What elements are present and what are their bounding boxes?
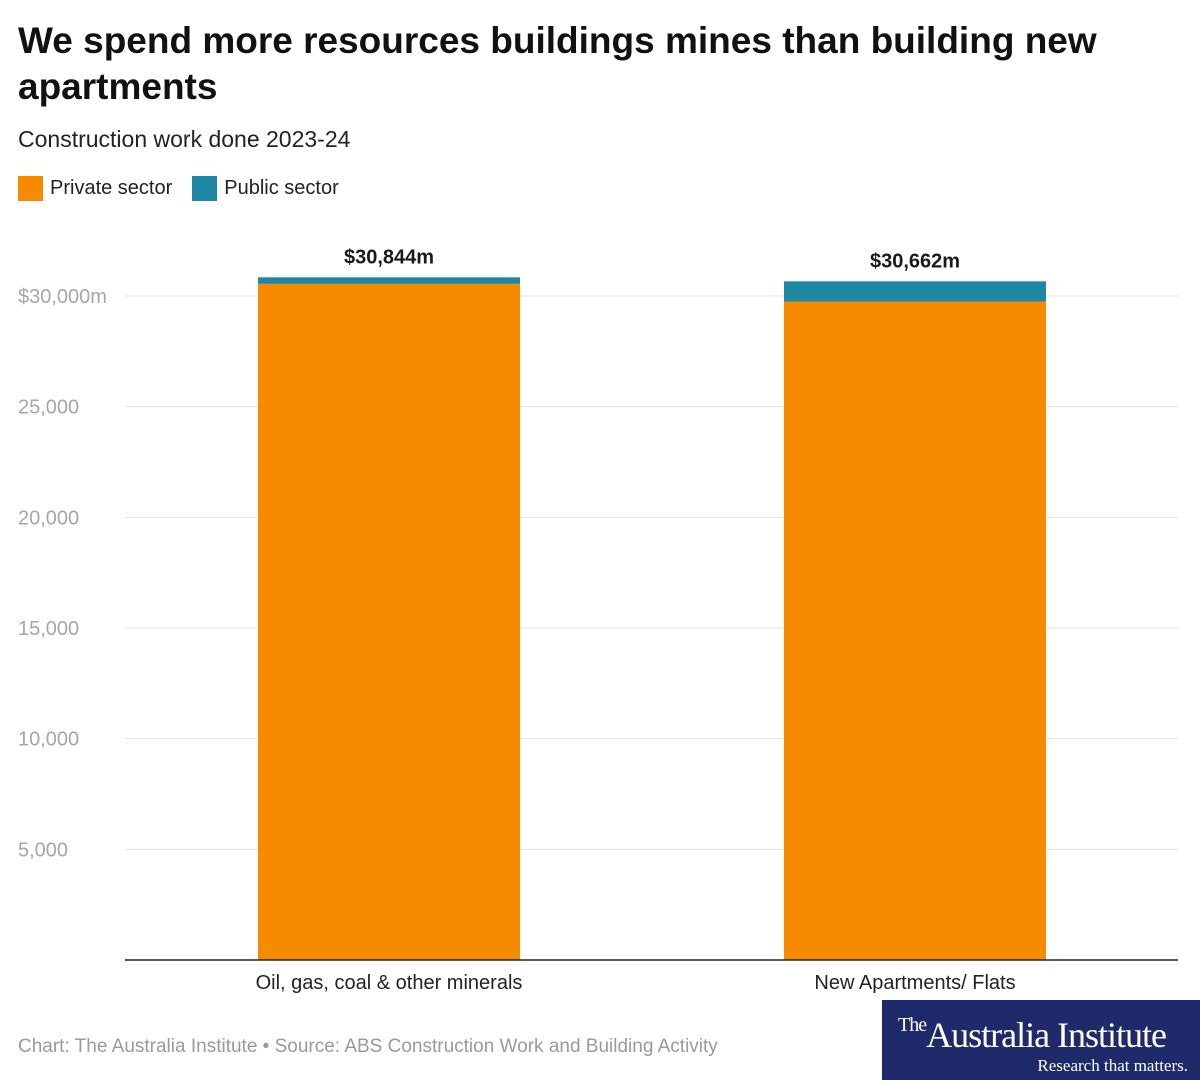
chart-subtitle: Construction work done 2023-24 bbox=[18, 126, 351, 152]
chart-source: • Source: ABS Construction Work and Buil… bbox=[262, 1036, 718, 1057]
y-tick-label: 20,000 bbox=[18, 507, 79, 529]
legend-label-public: Public sector bbox=[224, 177, 339, 199]
legend-item-private: Private sector bbox=[18, 176, 172, 201]
y-tick-label: 25,000 bbox=[18, 397, 79, 419]
x-tick-label: New Apartments/ Flats bbox=[814, 972, 1015, 994]
chart-credit: Chart: The Australia Institute bbox=[18, 1036, 258, 1057]
bar-public-sector bbox=[784, 281, 1046, 302]
legend: Private sector Public sector bbox=[18, 176, 359, 201]
bar-private-sector bbox=[784, 301, 1046, 960]
legend-swatch-private bbox=[18, 176, 43, 201]
footer: Chart: The Australia Institute • Source:… bbox=[18, 1036, 718, 1058]
bar-total-label: $30,662m bbox=[870, 250, 960, 272]
legend-item-public: Public sector bbox=[192, 176, 339, 201]
bar-total-label: $30,844m bbox=[344, 246, 434, 268]
y-tick-label: 10,000 bbox=[18, 729, 79, 751]
y-tick-label: $30,000m bbox=[18, 286, 107, 308]
australia-institute-logo[interactable]: TheAustralia Institute Research that mat… bbox=[882, 1000, 1200, 1080]
legend-swatch-public bbox=[192, 176, 218, 201]
logo-wordmark: TheAustralia Institute bbox=[898, 1014, 1167, 1055]
y-tick-label: 5,000 bbox=[18, 839, 68, 861]
legend-label-private: Private sector bbox=[50, 177, 173, 199]
bar-private-sector bbox=[258, 283, 520, 960]
bar-public-sector bbox=[258, 277, 520, 284]
y-tick-label: 15,000 bbox=[18, 618, 79, 640]
logo-tagline: Research that matters. bbox=[1037, 1056, 1188, 1075]
chart-title: We spend more resources buildings mines … bbox=[18, 20, 1097, 107]
bar-chart: 5,000 10,000 15,000 20,000 25,000 $30,000m $30… bbox=[18, 246, 1178, 994]
x-tick-label: Oil, gas, coal & other minerals bbox=[256, 972, 523, 994]
